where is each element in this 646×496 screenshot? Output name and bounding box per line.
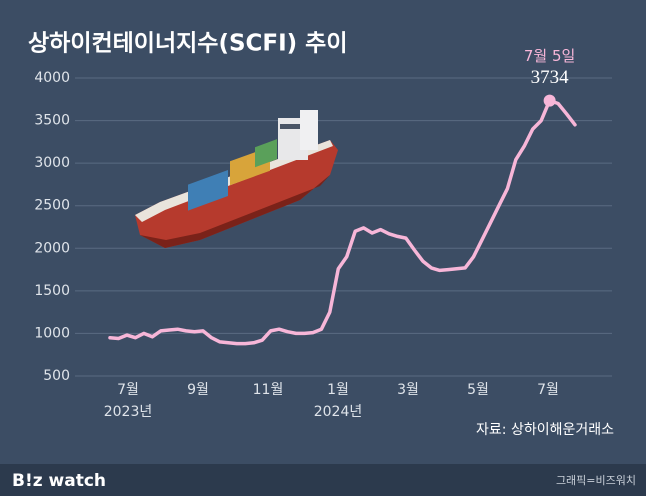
y-tick-label: 1500 <box>34 283 70 299</box>
x-year-label: 2024년 <box>314 404 363 420</box>
y-tick-label: 3000 <box>34 155 70 171</box>
line <box>108 98 577 346</box>
y-tick-label: 2500 <box>34 198 70 214</box>
y-tick-label: 1000 <box>34 325 70 341</box>
ship <box>135 110 338 248</box>
x-tick-label: 11월 <box>253 382 284 398</box>
x-tick-label: 1월 <box>327 382 349 398</box>
y-tick-label: 4000 <box>34 70 70 86</box>
x-tick-label: 7월 <box>117 382 139 398</box>
x-year-label: 2023년 <box>104 404 153 420</box>
x-tick-label: 9월 <box>187 382 209 398</box>
y-tick-label: 2000 <box>34 240 70 256</box>
y-tick-label: 3500 <box>34 113 70 129</box>
chart-title: 상하이컨테이너지수(SCFI) 추이 <box>28 31 348 57</box>
x-tick-label: 3월 <box>397 382 419 398</box>
x-tick-label: 5월 <box>467 382 489 398</box>
source: 자료: 상하이해운거래소 <box>476 422 614 438</box>
footer-bar <box>0 464 646 496</box>
x-tick-label: 7월 <box>537 382 559 398</box>
peak-marker <box>543 94 556 107</box>
annotation-date: 7월 5일 <box>524 47 575 65</box>
peak-value-label: 3734 <box>531 67 570 88</box>
brand-logo: B!z watch <box>12 471 106 491</box>
y-tick-label: 500 <box>43 368 70 384</box>
credit: 그래픽=비즈워치 <box>556 474 636 487</box>
